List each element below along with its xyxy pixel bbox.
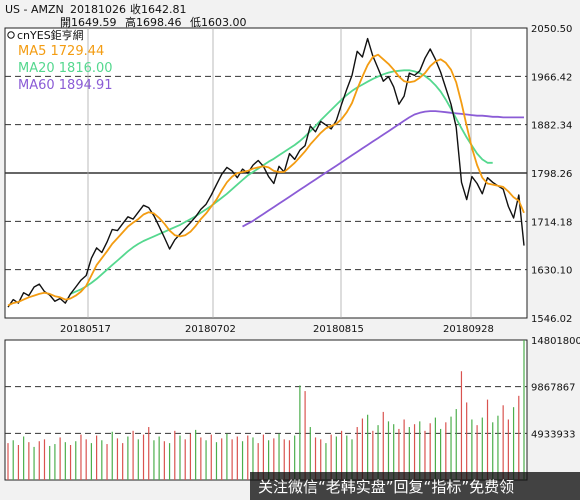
price-x-tick-label: 20180517 <box>60 324 111 335</box>
price-y-tick-label: 1966.42 <box>531 72 572 83</box>
header-date: 20181026 <box>70 3 126 16</box>
volume-bars <box>7 340 525 480</box>
header-symbol: US - AMZN <box>5 3 64 16</box>
price-x-tick-label: 20180702 <box>185 324 236 335</box>
watermark-banner <box>250 472 580 500</box>
legend-ma5: MA5 1729.44 <box>18 44 104 59</box>
price-y-tick-label: 2050.50 <box>531 24 572 35</box>
price-y-tick-label: 1546.02 <box>531 314 572 325</box>
header-close: 收1642.81 <box>130 2 187 16</box>
watermark-text: 关注微信“老韩实盘”回复“指标”免费领 <box>258 478 514 496</box>
copyright-icon <box>7 31 15 39</box>
logo-text: cnYES鉅亨網 <box>17 28 84 42</box>
legend-ma60: MA60 1894.91 <box>18 78 113 93</box>
header-low: 低1603.00 <box>190 16 247 29</box>
series-line-ma5 <box>7 53 525 307</box>
price-y-tick-label: 1714.18 <box>531 217 572 228</box>
header-high: 高1698.46 <box>125 15 182 29</box>
price-y-ticks: 2050.50 1966.42 1882.34 1798.26 1714.18 1630.… <box>531 24 572 325</box>
price-y-tick-label: 1630.10 <box>531 266 572 277</box>
volume-y-ticks: 14801800 9867867 4933933 <box>531 336 580 440</box>
cnyes-logo: cnYES鉅亨網 <box>7 28 84 42</box>
price-lines <box>7 37 525 308</box>
volume-y-tick-label: 4933933 <box>531 429 576 440</box>
volume-panel <box>4 339 528 481</box>
header-open: 開1649.59 <box>60 16 117 29</box>
price-x-tick-label: 20180928 <box>443 324 494 335</box>
price-y-tick-label: 1882.34 <box>531 121 572 132</box>
legend-ma20: MA20 1816.00 <box>18 61 113 76</box>
series-line-price <box>7 37 525 308</box>
series-line-ma60 <box>242 110 524 228</box>
volume-y-tick-label: 14801800 <box>531 336 580 347</box>
volume-grid <box>5 386 527 434</box>
volume-y-tick-label: 9867867 <box>531 383 576 394</box>
price-y-tick-label: 1798.26 <box>531 169 572 180</box>
price-x-tick-label: 20180815 <box>313 324 364 335</box>
price-x-ticks: 20180517 20180702 20180815 20180928 <box>60 324 494 335</box>
